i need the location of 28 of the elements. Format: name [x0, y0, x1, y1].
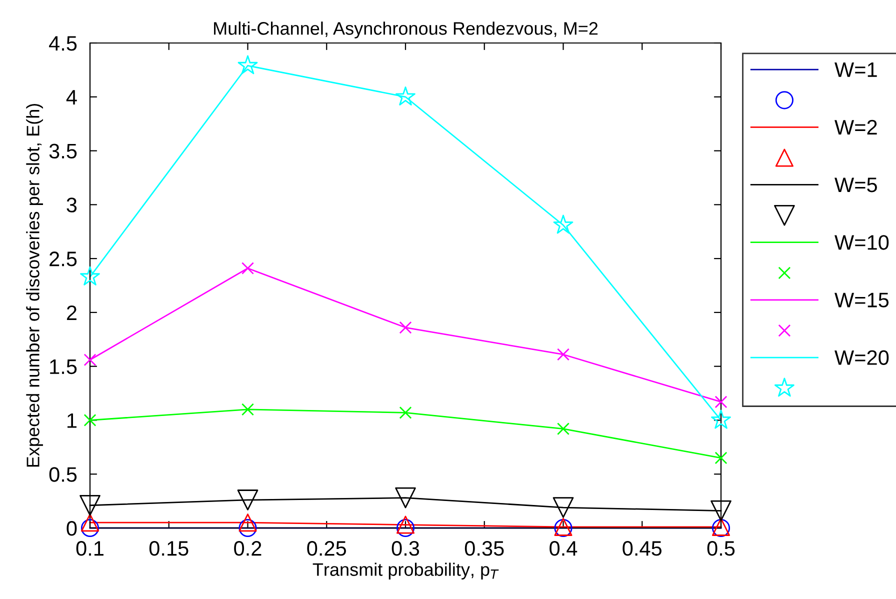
legend-label: W=2 — [834, 120, 877, 134]
legend-label: W=1 — [834, 62, 877, 77]
x-tick-label: 0.25 — [307, 541, 346, 556]
legend-label: W=5 — [834, 178, 877, 192]
y-tick-label: 3 — [66, 198, 77, 212]
y-tick-label: 0 — [66, 521, 77, 536]
x-tick-label: 0.1 — [76, 541, 104, 556]
x-tick-label: 0.15 — [149, 541, 188, 556]
chart-title: Multi-Channel, Asynchronous Rendezvous, M=2 — [214, 22, 598, 38]
x-tick-label: 0.35 — [464, 541, 504, 556]
y-tick-label: 2 — [66, 305, 76, 320]
x-tick-label: 0.5 — [707, 541, 735, 556]
y-tick-label: 4.5 — [49, 36, 77, 51]
x-tick-label: 0.4 — [550, 541, 578, 556]
x-tick-label: 0.3 — [392, 541, 420, 556]
x-tick-label: 0.2 — [234, 541, 262, 556]
y-axis-title: Expected number of discoveries per slot, E(h) — [26, 104, 43, 467]
legend-label: W=15 — [834, 292, 889, 308]
y-tick-label: 2.5 — [50, 252, 77, 266]
x-tick-label: 0.45 — [622, 541, 662, 556]
y-tick-label: 1 — [68, 413, 76, 428]
y-tick-label: 3.5 — [49, 144, 77, 159]
y-tick-label: 1.5 — [50, 360, 77, 374]
y-tick-label: 0.5 — [49, 467, 77, 482]
legend-label: W=20 — [834, 350, 889, 366]
y-tick-label: 4 — [66, 90, 77, 104]
legend-label: W=10 — [834, 235, 889, 250]
x-axis-title: Transmit probability, p$_{T}$ — [312, 562, 499, 580]
